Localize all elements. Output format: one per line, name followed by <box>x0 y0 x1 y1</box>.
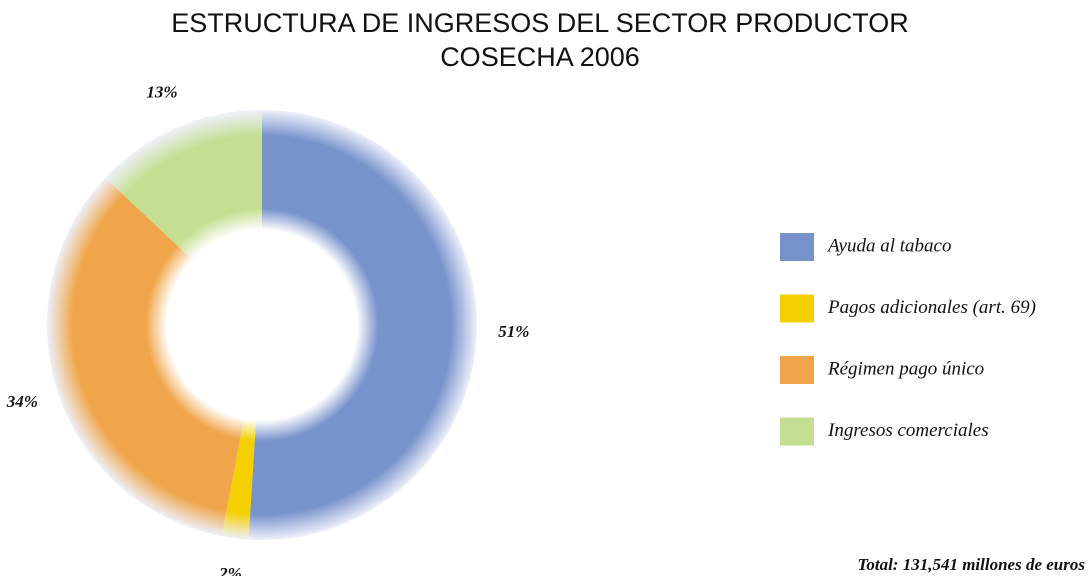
data-label: 34% <box>6 392 38 411</box>
data-label: 51% <box>498 322 529 341</box>
data-label: 13% <box>146 83 177 102</box>
chart-title: ESTRUCTURA DE INGRESOS DEL SECTOR PRODUC… <box>171 8 909 38</box>
chart-subtitle: COSECHA 2006 <box>440 42 640 72</box>
donut-segment <box>46 177 245 537</box>
donut-segment <box>105 110 262 260</box>
legend-swatch <box>780 233 814 261</box>
donut-segment <box>248 110 478 540</box>
legend-swatch <box>780 294 814 323</box>
annotation: Total: 131,541 millones de euros <box>858 555 1086 574</box>
legend-label: Régimen pago único <box>827 358 984 379</box>
legend-swatch <box>780 356 814 384</box>
legend-label: Ayuda al tabaco <box>826 235 951 256</box>
donut-segment <box>221 418 257 540</box>
legend-swatch <box>780 417 814 446</box>
data-label: 2% <box>218 564 242 576</box>
legend-label: Ingresos comerciales <box>827 420 989 441</box>
legend-label: Pagos adicionales (art. 69) <box>827 297 1036 318</box>
